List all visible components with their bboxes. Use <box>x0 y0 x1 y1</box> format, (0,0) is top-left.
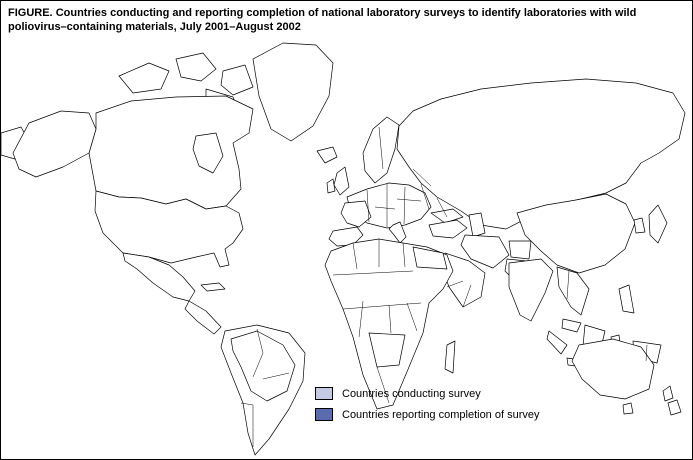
region-afghanistan <box>508 240 532 260</box>
region-alaska <box>12 110 97 178</box>
region-mexico <box>122 252 196 302</box>
region-sumatra <box>546 330 568 355</box>
region-china-mongolia <box>516 193 636 274</box>
region-egypt <box>412 246 448 270</box>
region-tasmania <box>622 402 634 415</box>
hudson-bay <box>192 132 224 174</box>
region-iran <box>460 234 510 269</box>
region-france <box>340 200 372 228</box>
region-turkey <box>428 219 468 239</box>
region-southern-africa-interior <box>368 332 406 368</box>
legend-item-conducting: Countries conducting survey <box>315 387 539 400</box>
region-australia <box>571 338 655 400</box>
region-cuba <box>200 282 226 292</box>
region-central-america <box>184 300 222 335</box>
region-canadian-arctic <box>175 52 217 82</box>
region-malaysia <box>561 318 582 333</box>
legend-item-completed: Countries reporting completion of survey <box>315 408 539 421</box>
figure-label: FIGURE. <box>8 7 53 19</box>
region-greenland <box>252 42 334 142</box>
region-canadian-arctic <box>220 64 254 96</box>
legend-label-completed: Countries reporting completion of survey <box>342 408 540 421</box>
country-borders <box>240 126 648 447</box>
region-new-zealand-north <box>662 385 674 402</box>
legend: Countries conducting survey Countries re… <box>315 387 539 429</box>
region-canada <box>88 95 254 210</box>
region-ireland <box>326 178 336 194</box>
region-iceland <box>316 146 338 164</box>
black-sea <box>430 208 464 224</box>
region-se-asia-mainland <box>556 266 590 316</box>
figure-title: FIGURE. Countries conducting and reporti… <box>8 6 686 35</box>
legend-swatch-completed <box>315 408 333 421</box>
region-philippines <box>618 284 635 314</box>
region-india <box>508 258 554 322</box>
region-new-zealand-south <box>667 399 682 416</box>
region-great-britain <box>333 166 350 196</box>
region-japan <box>648 204 668 244</box>
region-south-america-interior <box>230 330 296 402</box>
figure-title-text: Countries conducting and reporting compl… <box>8 7 637 34</box>
legend-label-conducting: Countries conducting survey <box>342 387 481 400</box>
legend-swatch-conducting <box>315 387 333 400</box>
caspian-sea <box>468 212 486 238</box>
region-russia-central-asia <box>396 78 686 230</box>
region-madagascar <box>444 340 456 374</box>
region-canadian-arctic <box>118 62 170 94</box>
region-korea <box>633 217 646 234</box>
